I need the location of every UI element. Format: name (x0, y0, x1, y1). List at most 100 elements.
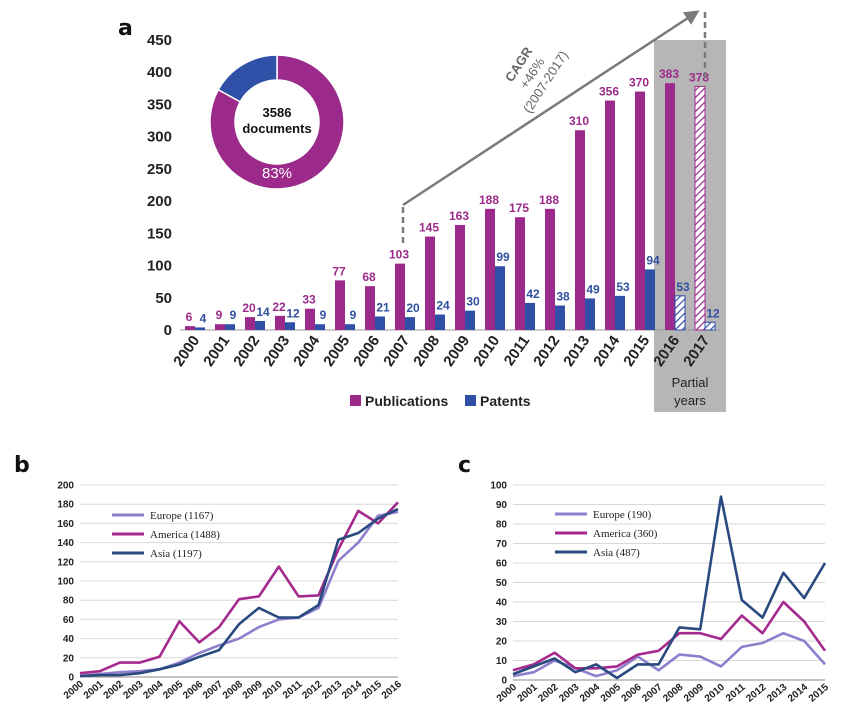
data-label-publications-2011: 175 (509, 201, 529, 215)
data-label-patents-2016: 53 (676, 280, 690, 294)
bar-publications-2000 (185, 326, 195, 330)
y-tick-label: 80 (496, 520, 508, 531)
bar-publications-2014 (605, 100, 615, 330)
donut-center-line: 3586 (263, 105, 292, 120)
x-tick-label-2011: 2011 (501, 333, 534, 369)
donut-percentage-label: 83% (262, 165, 292, 182)
bar-publications-2002 (245, 317, 255, 330)
legend-panel-b: Europe (1167) America (1488) Asia (1197) (112, 510, 220, 560)
x-tick-label-2014: 2014 (590, 332, 623, 370)
cagr-arrow-line (402, 10, 700, 207)
bar-publications-2001 (215, 324, 225, 330)
legend-label-asia: Asia (487) (593, 547, 640, 559)
x-tick-label-2000: 2000 (170, 333, 203, 370)
bar-patents-2006 (375, 316, 385, 330)
x-tick-label-2001: 2001 (82, 679, 106, 702)
y-tick-label: 60 (63, 615, 75, 626)
x-tick-label-2015: 2015 (807, 682, 831, 705)
y-tick-label: 70 (496, 539, 508, 550)
x-tick-label-2003: 2003 (260, 333, 293, 370)
x-tick-label-2000: 2000 (62, 679, 86, 702)
x-tick-label-2005: 2005 (320, 333, 353, 370)
y-tick-label: 60 (496, 559, 508, 570)
y-tick-label: 180 (57, 500, 74, 511)
y-tick-label: 200 (147, 193, 172, 210)
bar-publications-2003 (275, 315, 285, 330)
data-label-patents-2015: 94 (646, 253, 660, 267)
x-tick-label-2014: 2014 (786, 682, 810, 705)
x-tick-label-2015: 2015 (360, 679, 384, 702)
y-tick-label: 400 (147, 64, 172, 81)
data-label-publications-2013: 310 (569, 114, 589, 128)
bar-patents-2017 (704, 321, 716, 331)
bar-patents-2009 (465, 310, 475, 330)
x-tick-label-2009: 2009 (241, 679, 265, 702)
x-tick-label-2012: 2012 (744, 682, 768, 705)
bar-publications-2013 (575, 130, 585, 330)
donut-slice-patents (217, 54, 278, 103)
data-label-publications-2009: 163 (449, 209, 469, 223)
legend-panel-a: Publications Patents (350, 393, 531, 409)
y-tick-label: 0 (164, 322, 172, 339)
y-tick-label: 20 (496, 637, 508, 648)
data-label-patents-2017: 12 (706, 306, 720, 320)
x-tick-label-2007: 2007 (201, 679, 225, 702)
bar-patents-2012 (555, 305, 565, 330)
bar-publications-2015 (635, 91, 645, 330)
y-tick-label: 40 (496, 598, 508, 609)
legend-label-patents: Patents (480, 393, 531, 409)
x-tick-label-2011: 2011 (724, 682, 748, 705)
x-tick-label-2003: 2003 (121, 679, 145, 702)
donut-slice-publications (209, 54, 345, 190)
y-tick-label: 100 (490, 481, 507, 492)
x-tick-label-2002: 2002 (536, 682, 560, 705)
x-tick-label-2001: 2001 (200, 333, 233, 370)
data-label-publications-2008: 145 (419, 221, 439, 235)
series-line-asia (512, 495, 827, 680)
bar-patents-2003 (285, 322, 295, 330)
bar-publications-2006 (365, 286, 375, 330)
y-tick-label: 50 (496, 578, 508, 589)
data-label-patents-2000: 4 (200, 311, 207, 325)
panel-a-letter: a (118, 16, 133, 41)
bar-patents-2013 (585, 298, 595, 330)
x-tick-label-2001: 2001 (516, 682, 540, 705)
bar-patents-2015 (645, 269, 655, 330)
bar-publications-2010 (485, 208, 495, 330)
donut-center-line: documents (242, 121, 311, 136)
series-line-europe (512, 631, 826, 678)
data-label-patents-2014: 53 (616, 280, 630, 294)
y-tick-label: 80 (63, 596, 75, 607)
x-tick-label-2012: 2012 (300, 679, 324, 702)
legend-panel-c: Europe (190) America (360) Asia (487) (555, 509, 658, 559)
panel-b-letter: b (14, 453, 30, 478)
y-tick-label: 90 (496, 500, 508, 511)
x-tick-label-2002: 2002 (102, 679, 126, 702)
y-tick-label: 20 (63, 653, 75, 664)
x-tick-label-2005: 2005 (599, 682, 623, 705)
x-tick-label-2013: 2013 (765, 682, 789, 705)
x-tick-label-2009: 2009 (682, 682, 706, 705)
y-tick-label: 250 (147, 161, 172, 178)
x-tick-label-2008: 2008 (661, 682, 685, 705)
x-tick-label-2011: 2011 (281, 679, 305, 702)
bar-patents-2010 (495, 266, 505, 330)
y-tick-label: 100 (147, 258, 172, 275)
legend-label-europe: Europe (190) (593, 509, 652, 521)
bar-publications-2016 (665, 83, 675, 330)
x-tick-label-2013: 2013 (560, 333, 593, 370)
y-tick-label: 300 (147, 129, 172, 146)
data-label-publications-2004: 33 (302, 293, 316, 307)
panel-b-line-chart: 0204060801001201401601802002000200120022… (57, 481, 404, 702)
bar-patents-2000 (195, 327, 205, 330)
data-label-patents-2008: 24 (436, 299, 450, 313)
bar-patents-2011 (525, 302, 535, 330)
data-label-patents-2002: 14 (256, 305, 270, 319)
x-tick-label-2004: 2004 (141, 679, 165, 702)
x-tick-label-2007: 2007 (640, 682, 664, 705)
x-tick-label-2016: 2016 (380, 679, 404, 702)
x-tick-label-2006: 2006 (181, 679, 205, 702)
legend-label-america: America (1488) (150, 529, 220, 541)
legend-swatch-publications (350, 395, 361, 406)
x-tick-label-2009: 2009 (440, 333, 473, 370)
